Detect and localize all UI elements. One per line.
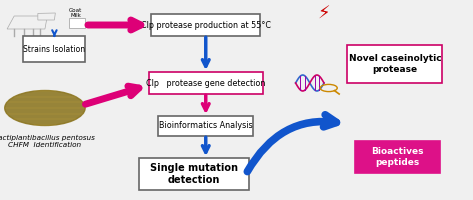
FancyBboxPatch shape — [139, 158, 249, 190]
Ellipse shape — [5, 90, 85, 126]
Text: ⚡: ⚡ — [318, 5, 330, 23]
FancyBboxPatch shape — [158, 116, 254, 136]
FancyBboxPatch shape — [347, 45, 442, 83]
Text: Strains Isolation: Strains Isolation — [23, 45, 86, 53]
Text: Goat
Milk: Goat Milk — [69, 8, 82, 18]
Text: Clp protease production at 55°C: Clp protease production at 55°C — [141, 21, 271, 29]
Text: Clp   protease gene detection: Clp protease gene detection — [146, 78, 265, 88]
Polygon shape — [7, 16, 47, 29]
FancyBboxPatch shape — [151, 14, 260, 36]
Text: Novel caseinolytic
protease: Novel caseinolytic protease — [349, 54, 441, 74]
FancyBboxPatch shape — [355, 141, 440, 173]
Text: Lactiplantibacillus pentosus
CHFM  Identification: Lactiplantibacillus pentosus CHFM Identi… — [0, 134, 96, 148]
FancyBboxPatch shape — [149, 72, 263, 94]
FancyBboxPatch shape — [69, 18, 85, 28]
Text: Bioinformatics Analysis: Bioinformatics Analysis — [159, 121, 253, 130]
FancyBboxPatch shape — [23, 36, 85, 62]
Text: Bioactives
peptides: Bioactives peptides — [371, 147, 423, 167]
Polygon shape — [38, 13, 55, 20]
Text: Single mutation
detection: Single mutation detection — [150, 163, 238, 185]
